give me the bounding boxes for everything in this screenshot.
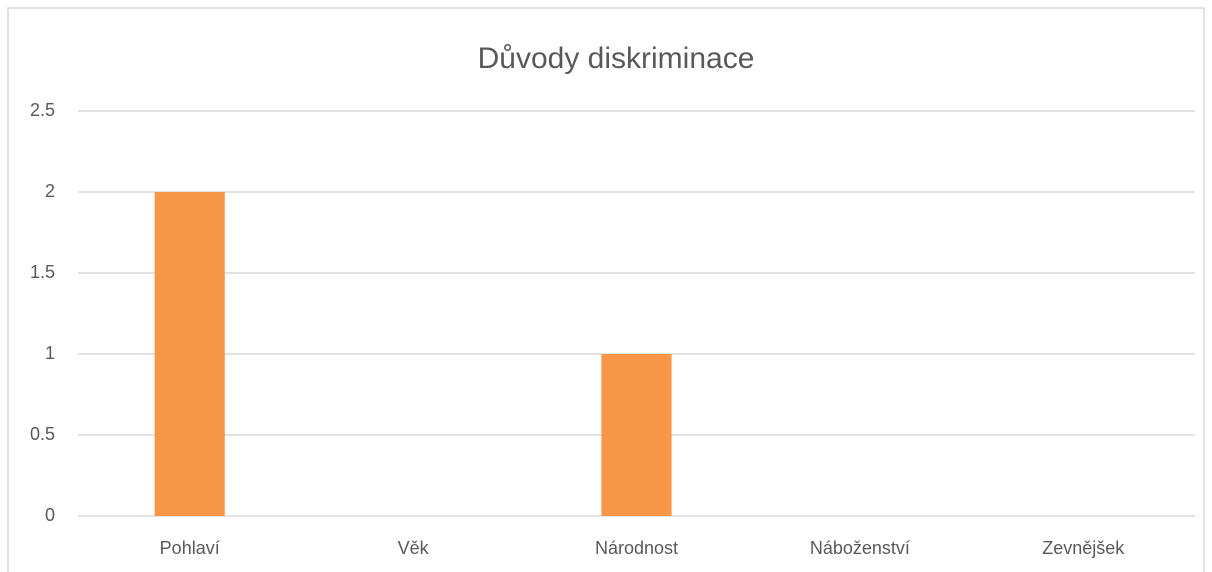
y-tick-label: 1.5 bbox=[30, 262, 55, 282]
y-tick-label: 0.5 bbox=[30, 424, 55, 444]
x-tick-label: Náboženství bbox=[810, 538, 910, 558]
y-tick-label: 1 bbox=[45, 343, 55, 363]
x-tick-label: Zevnějšek bbox=[1042, 538, 1125, 558]
y-tick-label: 0 bbox=[45, 505, 55, 525]
bar bbox=[154, 192, 225, 516]
x-tick-label: Věk bbox=[398, 538, 430, 558]
x-tick-label: Pohlaví bbox=[160, 538, 220, 558]
chart-title: Důvody diskriminace bbox=[478, 42, 755, 75]
x-tick-label: Národnost bbox=[595, 538, 678, 558]
bar bbox=[601, 354, 672, 516]
y-tick-label: 2.5 bbox=[30, 100, 55, 120]
y-tick-label: 2 bbox=[45, 181, 55, 201]
